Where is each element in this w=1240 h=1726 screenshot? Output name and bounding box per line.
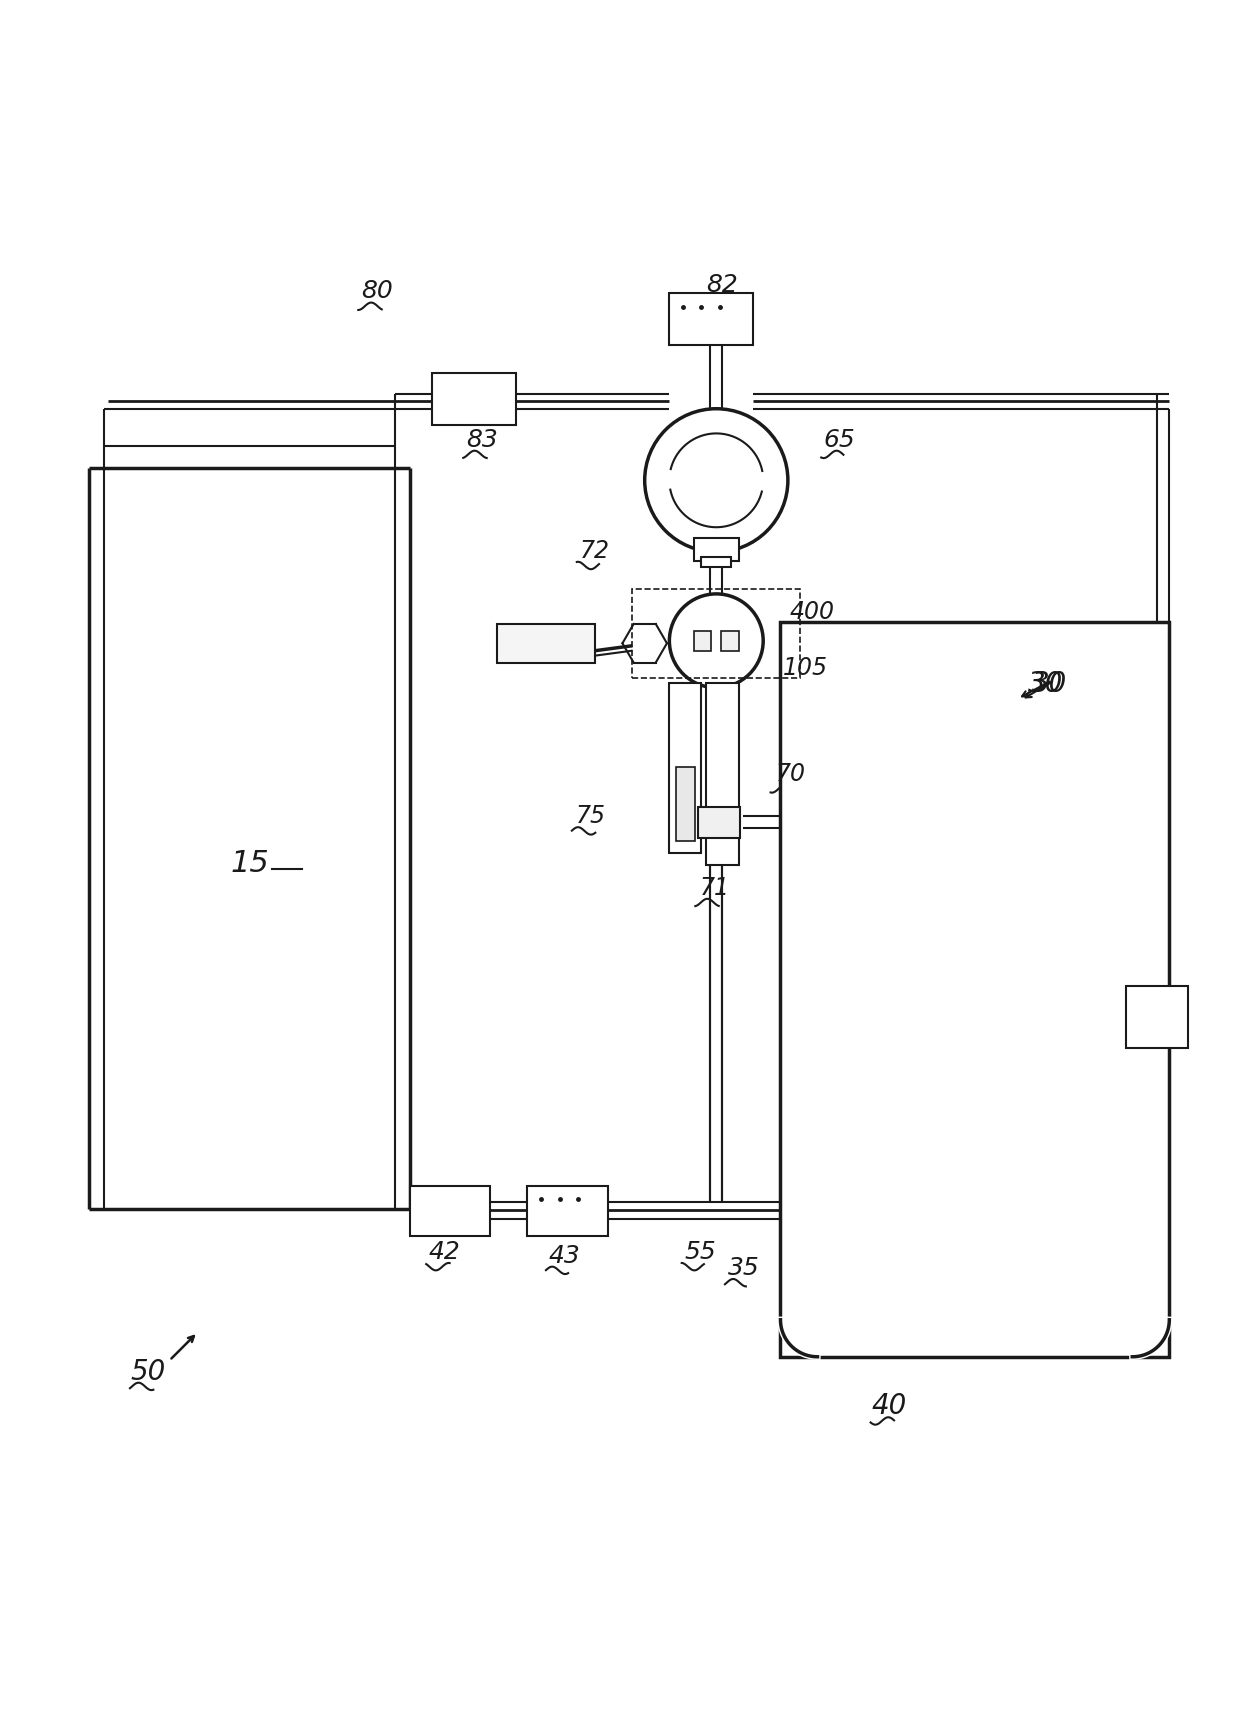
Bar bbox=[780, 623, 1169, 1357]
Bar bbox=[676, 766, 696, 841]
Bar bbox=[694, 539, 739, 561]
Polygon shape bbox=[428, 1203, 438, 1219]
Text: 75: 75 bbox=[575, 804, 605, 828]
Bar bbox=[670, 683, 702, 853]
Text: 40: 40 bbox=[872, 1393, 906, 1420]
Polygon shape bbox=[451, 392, 461, 406]
Text: 30: 30 bbox=[1032, 670, 1068, 697]
Text: 50: 50 bbox=[130, 1358, 166, 1386]
Bar bbox=[722, 632, 739, 651]
Circle shape bbox=[645, 409, 787, 552]
Polygon shape bbox=[463, 1203, 472, 1219]
Bar bbox=[496, 623, 595, 663]
Bar bbox=[670, 293, 754, 345]
Text: 65: 65 bbox=[823, 428, 856, 452]
Text: 30: 30 bbox=[1028, 670, 1064, 697]
Text: 42: 42 bbox=[429, 1239, 460, 1263]
Bar bbox=[410, 1186, 490, 1236]
Bar bbox=[527, 1186, 608, 1236]
Text: 43: 43 bbox=[548, 1243, 580, 1267]
Text: 70: 70 bbox=[775, 763, 805, 785]
Text: 400: 400 bbox=[790, 601, 835, 625]
Bar bbox=[707, 683, 739, 865]
Polygon shape bbox=[487, 392, 497, 406]
Text: 105: 105 bbox=[782, 656, 827, 680]
Bar bbox=[433, 373, 516, 425]
Text: 55: 55 bbox=[684, 1239, 717, 1263]
Bar bbox=[702, 557, 732, 566]
Text: 80: 80 bbox=[361, 280, 393, 304]
Circle shape bbox=[670, 594, 763, 687]
Bar bbox=[694, 632, 712, 651]
Text: 15: 15 bbox=[231, 849, 269, 877]
Bar bbox=[632, 589, 800, 678]
Text: 35: 35 bbox=[728, 1257, 759, 1281]
Bar bbox=[1126, 987, 1188, 1048]
Text: 82: 82 bbox=[707, 273, 738, 297]
Bar bbox=[698, 808, 740, 839]
Text: 72: 72 bbox=[580, 539, 610, 563]
Text: 83: 83 bbox=[466, 428, 497, 452]
Text: 71: 71 bbox=[701, 875, 730, 899]
